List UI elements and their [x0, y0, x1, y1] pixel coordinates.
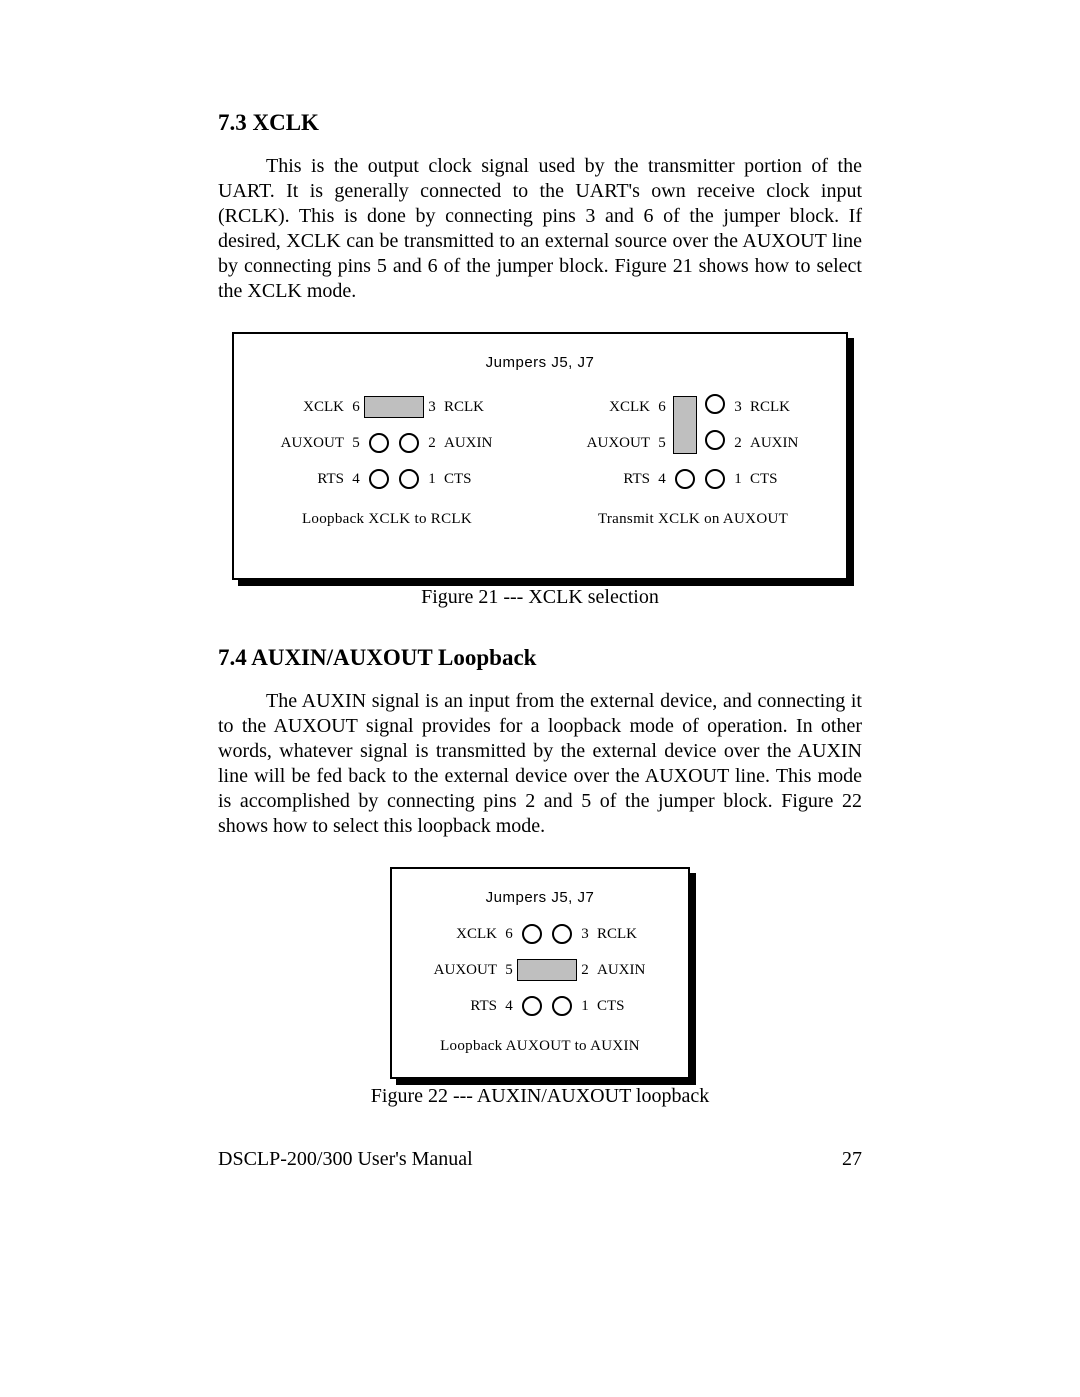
- pin-num-left: 6: [501, 926, 517, 943]
- section-7-3-heading: 7.3 XCLK: [218, 110, 862, 136]
- jumper-cap-horiz: [364, 396, 424, 418]
- pin-open: [369, 469, 389, 489]
- page-footer: DSCLP-200/300 User's Manual 27: [218, 1148, 862, 1171]
- pin-cell: [394, 464, 424, 494]
- pin-num-right: 1: [424, 471, 440, 488]
- pin-label-right: CTS: [593, 998, 655, 1015]
- pin-num-left: 5: [501, 962, 517, 979]
- figure-21-caption: Figure 21 --- XCLK selection: [218, 586, 862, 609]
- pin-num-left: 6: [654, 399, 670, 416]
- pin-label-left: XCLK: [425, 926, 501, 943]
- pin-label-left: XCLK: [272, 399, 348, 416]
- pin-open: [399, 469, 419, 489]
- figure-21-frame: Jumpers J5, J7 XCLK 6 3 RCLK AUXOUT 5: [232, 332, 848, 580]
- pin-label-right: AUXIN: [593, 962, 655, 979]
- jumper-row: 2 AUXIN: [730, 425, 808, 461]
- jumper-cap-horiz: [517, 959, 577, 981]
- pin-num-right: 2: [730, 435, 746, 452]
- jumper-row: XCLK 6 3 RCLK: [425, 916, 655, 952]
- pin-num-left: 5: [348, 435, 364, 452]
- figure-21-title: Jumpers J5, J7: [234, 334, 846, 371]
- figure-21-columns: XCLK 6 3 RCLK AUXOUT 5 2 AUXIN: [234, 389, 846, 528]
- pin-label-right: RCLK: [440, 399, 502, 416]
- pin-cell: [364, 428, 394, 458]
- pin-open: [399, 433, 419, 453]
- pin-num-right: 2: [424, 435, 440, 452]
- fig22-block: XCLK 6 3 RCLK AUXOUT 5 2 AUXIN RTS 4: [392, 916, 688, 1055]
- jumper-row: AUXOUT 5: [578, 425, 670, 461]
- section-7-4-para-text: The AUXIN signal is an input from the ex…: [218, 690, 862, 837]
- pin-label-left: RTS: [272, 471, 348, 488]
- pin-num-left: 4: [501, 998, 517, 1015]
- fig21-block-right: XCLK 6 AUXOUT 5: [578, 389, 808, 528]
- section-7-3-para-text: This is the output clock signal used by …: [218, 155, 862, 302]
- figure-22-frame: Jumpers J5, J7 XCLK 6 3 RCLK AUXOUT 5 2 …: [390, 867, 690, 1079]
- pin-open: [522, 924, 542, 944]
- vert-jumper-pins: [670, 389, 730, 461]
- pin-num-right: 2: [577, 962, 593, 979]
- pin-label-right: RCLK: [593, 926, 655, 943]
- pin-label-right: CTS: [440, 471, 502, 488]
- figure-22-caption: Figure 22 --- AUXIN/AUXOUT loopback: [218, 1085, 862, 1108]
- page: 7.3 XCLK This is the output clock signal…: [0, 0, 1080, 1231]
- pin-label-right: AUXIN: [746, 435, 808, 452]
- pin-num-left: 4: [654, 471, 670, 488]
- pin-num-left: 6: [348, 399, 364, 416]
- pin-cell: [517, 991, 547, 1021]
- figure-22-inner: Jumpers J5, J7 XCLK 6 3 RCLK AUXOUT 5 2 …: [390, 867, 690, 1079]
- jumper-row: XCLK 6: [578, 389, 670, 425]
- pin-label-right: CTS: [746, 471, 808, 488]
- jumper-row: AUXOUT 5 2 AUXIN: [425, 952, 655, 988]
- pin-label-left: AUXOUT: [578, 435, 654, 452]
- pin-num-right: 3: [424, 399, 440, 416]
- jumper-row: RTS 4 1 CTS: [425, 988, 655, 1024]
- pin-label-left: RTS: [425, 998, 501, 1015]
- figure-21-inner: Jumpers J5, J7 XCLK 6 3 RCLK AUXOUT 5: [232, 332, 848, 580]
- pin-open: [552, 996, 572, 1016]
- pin-cell: [547, 991, 577, 1021]
- pin-open: [705, 430, 725, 450]
- pin-label-right: RCLK: [746, 399, 808, 416]
- pin-num-right: 3: [577, 926, 593, 943]
- pin-num-right: 1: [577, 998, 593, 1015]
- pin-open: [705, 394, 725, 414]
- fig21-block-left-caption: Loopback XCLK to RCLK: [302, 511, 472, 528]
- jumper-row: RTS 4 1 CTS: [272, 461, 502, 497]
- jumper-row: RTS 4 1 CTS: [578, 461, 808, 497]
- pin-num-right: 1: [730, 471, 746, 488]
- pin-label-right: AUXIN: [440, 435, 502, 452]
- pin-open: [369, 433, 389, 453]
- pin-num-left: 5: [654, 435, 670, 452]
- fig21-block-right-caption: Transmit XCLK on AUXOUT: [598, 511, 788, 528]
- pin-label-left: RTS: [578, 471, 654, 488]
- pin-cell: [364, 464, 394, 494]
- section-7-3-para: This is the output clock signal used by …: [218, 154, 862, 304]
- pin-open: [705, 469, 725, 489]
- figure-22-title: Jumpers J5, J7: [392, 869, 688, 906]
- pin-cell: [547, 919, 577, 949]
- footer-page-number: 27: [842, 1148, 862, 1171]
- pin-cell: [700, 464, 730, 494]
- pin-open: [522, 996, 542, 1016]
- fig22-block-caption: Loopback AUXOUT to AUXIN: [440, 1038, 640, 1055]
- pin-cell: [670, 464, 700, 494]
- pin-num-right: 3: [730, 399, 746, 416]
- vert-jumper-group: XCLK 6 AUXOUT 5: [578, 389, 808, 461]
- section-7-4-heading: 7.4 AUXIN/AUXOUT Loopback: [218, 645, 862, 671]
- pin-label-left: AUXOUT: [272, 435, 348, 452]
- pin-num-left: 4: [348, 471, 364, 488]
- pin-cell: [517, 919, 547, 949]
- jumper-row: 3 RCLK: [730, 389, 808, 425]
- pin-label-left: AUXOUT: [425, 962, 501, 979]
- fig21-block-left: XCLK 6 3 RCLK AUXOUT 5 2 AUXIN: [272, 389, 502, 528]
- pin-label-left: XCLK: [578, 399, 654, 416]
- pin-cell: [394, 428, 424, 458]
- jumper-cap-vert: [673, 396, 697, 454]
- jumper-row: AUXOUT 5 2 AUXIN: [272, 425, 502, 461]
- pin-open: [675, 469, 695, 489]
- footer-left: DSCLP-200/300 User's Manual: [218, 1148, 473, 1171]
- jumper-row: XCLK 6 3 RCLK: [272, 389, 502, 425]
- section-7-4-para: The AUXIN signal is an input from the ex…: [218, 689, 862, 839]
- pin-open: [552, 924, 572, 944]
